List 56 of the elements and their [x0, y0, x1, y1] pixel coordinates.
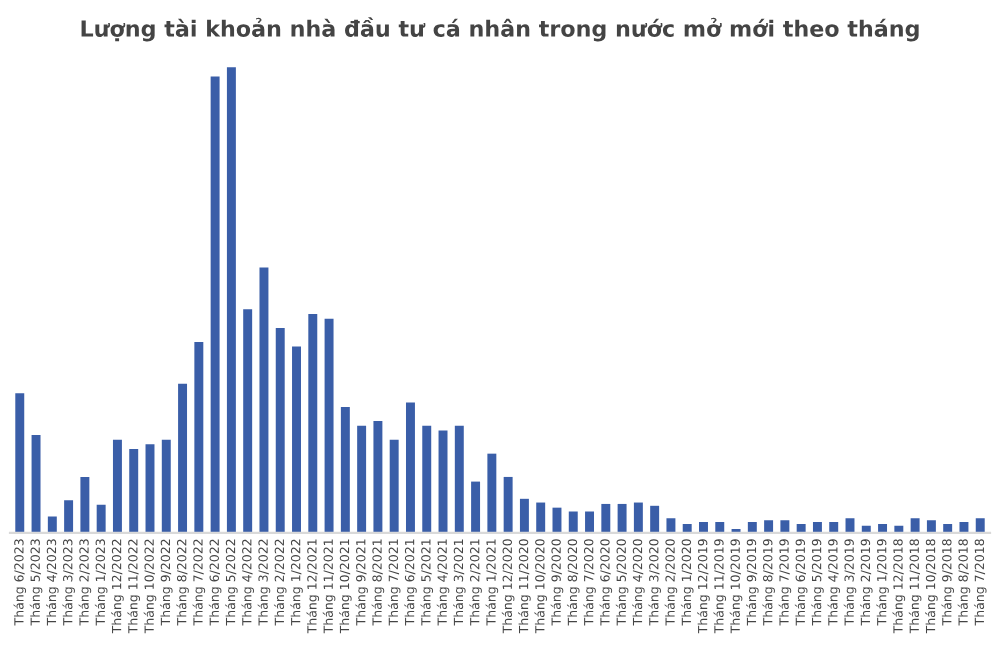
bar: [829, 522, 839, 533]
bar: [943, 523, 953, 533]
bar: [31, 435, 41, 533]
bar: [340, 407, 350, 533]
bar: [764, 520, 774, 533]
bar: [259, 267, 269, 533]
bar: [959, 522, 969, 533]
bar: [422, 425, 432, 533]
bar: [715, 522, 725, 533]
bar: [438, 430, 448, 533]
bar: [552, 507, 562, 533]
bar: [975, 518, 985, 533]
bar: [373, 421, 383, 533]
bar: [210, 76, 220, 533]
bar: [796, 523, 806, 533]
bar: [682, 523, 692, 533]
bar: [161, 439, 171, 533]
bar: [178, 383, 188, 533]
bar: [617, 503, 627, 533]
bar: [471, 481, 481, 533]
chart-title: Lượng tài khoản nhà đầu tư cá nhân trong nước mở mới theo tháng: [81, 17, 919, 42]
bar: [194, 341, 204, 533]
bar: [666, 518, 676, 533]
bar: [601, 503, 611, 533]
bar: [812, 522, 822, 533]
bar: [292, 346, 301, 533]
bar: [536, 502, 546, 533]
bar: [454, 425, 464, 533]
bar: [405, 402, 415, 533]
bar: [699, 522, 708, 533]
bar: [780, 520, 790, 533]
bar: [129, 449, 139, 533]
bar: [585, 511, 595, 533]
bar: [308, 313, 318, 533]
bar: [910, 518, 920, 533]
bar: [47, 516, 57, 533]
bar: [878, 523, 888, 533]
bar: [650, 505, 660, 533]
bar: [15, 393, 25, 533]
bar: [487, 453, 497, 533]
bar: [80, 476, 90, 533]
bar: [64, 500, 74, 533]
bar: [519, 498, 529, 533]
bar: [926, 520, 936, 533]
bar: [112, 439, 122, 533]
bar: [503, 476, 513, 533]
bar: [389, 439, 399, 533]
bar: [633, 502, 643, 533]
bar: [747, 522, 757, 533]
bar: [226, 67, 236, 533]
bar: [96, 504, 106, 533]
bar: [243, 309, 253, 533]
bar: [275, 327, 285, 533]
bar: [357, 425, 367, 533]
bar: [568, 511, 578, 533]
bar: [324, 318, 334, 533]
